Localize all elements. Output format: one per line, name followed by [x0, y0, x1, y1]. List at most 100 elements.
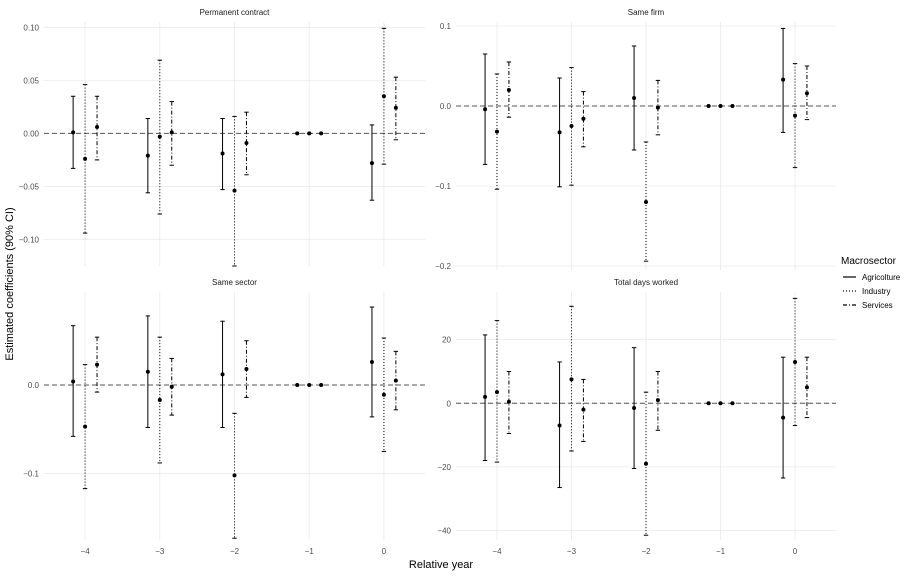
- point-estimate: [295, 383, 300, 387]
- panel-same-sector: −4 −3 −2 −1 0 −0.1 0.0 Same sector: [23, 278, 425, 556]
- point-estimate: [793, 359, 798, 364]
- x-tick-label: −3: [567, 547, 577, 556]
- point-estimate: [381, 94, 386, 99]
- point-estimate: [632, 96, 637, 100]
- legend-title: Macrosector: [841, 256, 897, 267]
- panel-permanent-contract: −0.10 −0.05 0.00 0.05 0.10 Permanent contract: [19, 8, 425, 267]
- point-estimate: [506, 88, 511, 92]
- point-estimate: [644, 200, 648, 204]
- point-estimate: [220, 372, 225, 377]
- point-estimate: [95, 125, 100, 130]
- point-estimate: [494, 390, 499, 395]
- legend-label: Agricolture: [862, 273, 901, 282]
- point-estimate: [157, 134, 162, 139]
- point-estimate: [83, 424, 88, 429]
- point-estimate: [804, 91, 809, 96]
- y-tick-label: −0.05: [19, 182, 40, 191]
- panel-title: Total days worked: [614, 278, 678, 287]
- legend: Macrosector Agricolture Industry Service…: [841, 256, 901, 310]
- point-estimate: [483, 394, 488, 399]
- point-estimate: [655, 105, 660, 110]
- panel-total-days-worked: −4 −3 −2 −1 0 −40 −20 0 20 Total days worked: [437, 278, 836, 556]
- point-estimate: [71, 379, 76, 384]
- point-estimate: [730, 401, 735, 406]
- x-tick-label: −4: [81, 547, 91, 556]
- panel-title: Same firm: [628, 8, 665, 17]
- point-estimate: [793, 113, 798, 118]
- point-estimate: [220, 151, 225, 156]
- x-tick-label: 0: [382, 547, 387, 556]
- y-axis-title: Estimated coefficients (90% CI): [4, 207, 16, 360]
- y-tick-label: 0.0: [28, 381, 40, 390]
- point-estimate: [557, 130, 562, 135]
- point-estimate: [557, 423, 562, 428]
- y-tick-label: 0.05: [23, 76, 39, 85]
- point-estimate: [506, 399, 511, 404]
- point-estimate: [71, 130, 76, 135]
- x-tick-label: −4: [492, 547, 502, 556]
- y-tick-label: −0.1: [23, 470, 39, 479]
- point-estimate: [95, 362, 100, 367]
- series-agricolture: [70, 95, 375, 201]
- point-estimate: [145, 153, 150, 158]
- series-agricolture: [482, 27, 786, 188]
- point-estimate: [244, 140, 249, 145]
- series-industry: [494, 297, 798, 536]
- point-estimate: [307, 383, 312, 387]
- point-estimate: [569, 377, 574, 382]
- x-tick-label: −1: [305, 547, 315, 556]
- point-estimate: [169, 130, 174, 135]
- legend-entry-agricolture: Agricolture: [843, 273, 901, 282]
- point-estimate: [655, 398, 660, 403]
- x-axis-title: Relative year: [409, 559, 474, 571]
- point-estimate: [83, 156, 88, 161]
- y-tick-label: −0.10: [19, 235, 40, 244]
- y-tick-label: 0: [447, 399, 452, 408]
- y-tick-label: 0.00: [23, 129, 39, 138]
- point-estimate: [393, 105, 398, 110]
- point-estimate: [381, 392, 386, 397]
- point-estimate: [393, 378, 398, 383]
- series-services: [94, 336, 399, 416]
- point-estimate: [718, 401, 723, 406]
- legend-label: Services: [862, 301, 893, 310]
- series-agricolture: [70, 306, 375, 437]
- point-estimate: [581, 407, 586, 412]
- panel-title: Permanent contract: [200, 8, 271, 17]
- y-tick-label: −0.2: [435, 262, 451, 271]
- point-estimate: [494, 129, 499, 134]
- y-tick-label: 0.1: [440, 22, 452, 31]
- y-tick-label: 0.10: [23, 23, 39, 32]
- series-industry: [82, 336, 387, 539]
- point-estimate: [232, 473, 237, 478]
- series-services: [506, 356, 810, 442]
- point-estimate: [295, 131, 300, 136]
- point-estimate: [706, 401, 711, 406]
- y-tick-label: 0.0: [440, 102, 452, 111]
- point-estimate: [483, 107, 488, 112]
- point-estimate: [644, 461, 648, 466]
- point-estimate: [632, 406, 637, 411]
- point-estimate: [730, 104, 735, 108]
- series-agricolture: [482, 334, 786, 489]
- x-tick-label: −1: [716, 547, 726, 556]
- point-estimate: [232, 188, 237, 193]
- legend-entry-industry: Industry: [843, 287, 890, 296]
- panel-title: Same sector: [212, 278, 257, 287]
- point-estimate: [569, 124, 574, 128]
- y-tick-label: −0.1: [435, 182, 451, 191]
- series-industry: [82, 27, 387, 267]
- panel-same-firm: −0.2 −0.1 0.0 0.1 Same firm: [435, 8, 836, 271]
- series-services: [94, 76, 399, 176]
- series-services: [506, 61, 810, 148]
- x-tick-label: −3: [155, 547, 165, 556]
- point-estimate: [319, 131, 324, 136]
- y-tick-label: −20: [437, 463, 451, 472]
- point-estimate: [244, 367, 249, 372]
- point-estimate: [718, 104, 723, 108]
- point-estimate: [157, 398, 162, 403]
- point-estimate: [145, 369, 150, 374]
- legend-label: Industry: [862, 287, 890, 296]
